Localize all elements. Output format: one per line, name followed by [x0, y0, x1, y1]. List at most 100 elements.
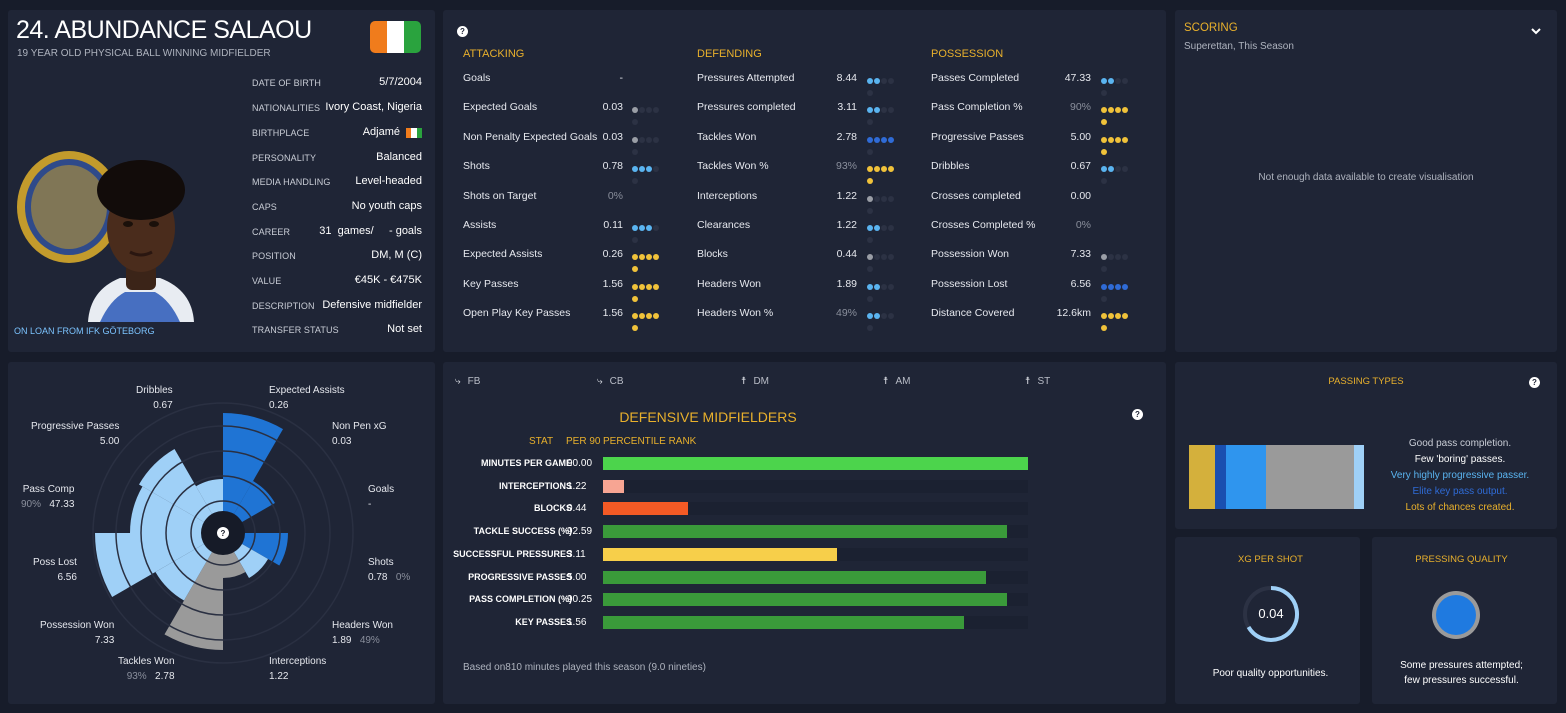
tab-am[interactable]: ☨ AM	[883, 376, 911, 387]
bar-label: BLOCKS	[534, 503, 572, 514]
passing-segment	[1353, 445, 1364, 509]
radial-label-expected-assists: Expected Assists 0.26	[269, 385, 345, 411]
player-name: 24. ABUNDANCE SALAOU	[16, 16, 312, 44]
stat-row: Distance Covered 12.6km	[931, 307, 1146, 332]
passing-note: Good pass completion.	[1408, 438, 1512, 449]
bar-label: MINUTES PER GAME	[480, 458, 572, 468]
bar-per90: 1.56	[567, 616, 587, 628]
scoring-title: SCORING	[1184, 22, 1238, 34]
rating-dots	[1101, 281, 1135, 302]
stat-row: Passes Completed 47.33	[931, 72, 1146, 96]
question-icon[interactable]: ?	[457, 26, 468, 37]
stat-row: Blocks 0.44	[697, 248, 912, 273]
stat-row: Assists 0.11	[463, 219, 678, 243]
bar-fill	[603, 593, 1007, 607]
detail-row: DESCRIPTION Defensive midfielder	[252, 299, 422, 311]
rating-dots	[1101, 163, 1135, 185]
radial-ring	[92, 402, 354, 664]
passing-notes: Good pass completion. Few 'boring' passe…	[1375, 436, 1545, 516]
rating-dots	[1101, 134, 1135, 155]
stat-row: Tackles Won % 93%	[697, 160, 912, 185]
rating-dots	[1101, 104, 1135, 126]
radial-wedge	[223, 413, 283, 533]
radial-label-pass-comp: Pass Comp 90% 47.33	[21, 484, 75, 510]
bar-per90: 1.22	[567, 480, 587, 492]
chevron-down-icon[interactable]	[1530, 24, 1542, 36]
question-icon[interactable]: ?	[1132, 409, 1143, 420]
bar-label: PROGRESSIVE PASSES	[468, 571, 572, 582]
radial-ring	[140, 450, 306, 616]
bar-label: KEY PASSES	[515, 616, 572, 627]
passing-note: Very highly progressive passer.	[1390, 470, 1530, 481]
rating-dots	[867, 310, 901, 332]
rating-dots	[867, 222, 901, 243]
stats-panel	[443, 10, 1166, 352]
bar-per90: 5.00	[567, 571, 587, 583]
pressing-title: PRESSING QUALITY	[1415, 554, 1508, 565]
bar-fill	[603, 479, 625, 493]
radial-label-headers-won: Headers Won 1.89 49%	[332, 620, 393, 646]
passing-types-title: PASSING TYPES	[1328, 376, 1404, 387]
detail-row: VALUE €45K - €475K	[252, 274, 422, 286]
bar-fill	[603, 570, 986, 584]
xg-caption: Poor quality opportunities.	[1212, 668, 1329, 679]
detail-row: PERSONALITY Balanced	[252, 151, 422, 163]
question-icon[interactable]: ?	[1529, 377, 1540, 388]
loan-status-link[interactable]: ON LOAN FROM IFK GÖTEBORG	[14, 326, 155, 336]
detail-row: BIRTHPLACE Adjamé	[252, 126, 422, 140]
tab-st[interactable]: ☨ ST	[1025, 376, 1051, 387]
tackle-icon: ⤷	[597, 376, 603, 387]
passing-segment	[1189, 445, 1216, 509]
rating-dots	[867, 193, 901, 214]
column-header-percentile: PERCENTILE RANK	[603, 436, 697, 447]
xg-value: 0.04	[1258, 606, 1284, 621]
stat-row: Interceptions 1.22	[697, 190, 912, 214]
bar-track	[603, 479, 1028, 493]
bar-fill	[603, 547, 837, 561]
stat-row: Shots on Target 0%	[463, 189, 623, 202]
bar-fill	[603, 502, 688, 516]
radial-label-dribbles: Dribbles 0.67	[136, 385, 173, 411]
passing-segment	[1266, 445, 1354, 509]
rating-dots	[632, 163, 666, 185]
rating-dots	[632, 310, 666, 332]
nation-flag-icon[interactable]	[370, 21, 421, 53]
stat-row: Headers Won % 49%	[697, 307, 912, 332]
radial-label-goals: Goals -	[368, 484, 395, 510]
question-icon[interactable]	[217, 527, 229, 539]
bar-label: PASS COMPLETION (%)	[469, 594, 572, 605]
rating-dots	[867, 134, 901, 155]
passing-segment	[1215, 445, 1226, 509]
bar-row: TACKLE SUCCESS (%) 92.59	[462, 525, 1042, 539]
detail-row: CAREER 31 games/ - goals	[252, 225, 422, 237]
defending-stats: Pressures Attempted 8.44 Pressures complet…	[697, 72, 912, 332]
defending-header: DEFENDING	[697, 48, 762, 60]
attacking-stats: Goals - Expected Goals 0.03 Non Penalty Expe…	[463, 72, 678, 332]
tab-cb[interactable]: ⤷ CB	[597, 376, 624, 387]
rating-dots	[867, 104, 901, 126]
radial-label-poss-lost: Poss Lost 6.56	[33, 557, 77, 583]
question-mark: ?	[221, 529, 226, 538]
stat-row: Dribbles 0.67	[931, 160, 1146, 185]
detail-row: DATE OF BIRTH 5/7/2004	[252, 76, 422, 88]
tab-fb[interactable]: ⤷ FB	[455, 376, 481, 387]
rating-dots	[867, 281, 901, 302]
radial-ring	[190, 500, 256, 566]
radial-label-progressive-passes: Progressive Passes 5.00	[31, 421, 120, 447]
detail-row: MEDIA HANDLING Level-headed	[252, 175, 422, 187]
stat-row: Headers Won 1.89	[697, 278, 912, 302]
stat-row: Key Passes 1.56	[463, 278, 678, 302]
radial-label-interceptions: Interceptions 1.22	[269, 656, 327, 682]
bar-row: KEY PASSES 1.56	[462, 615, 1042, 630]
chart-footer: Based on810 minutes played this season (…	[463, 662, 706, 673]
bar-track	[603, 502, 1028, 516]
rating-dots	[1101, 310, 1135, 332]
possession-header: POSSESSION	[931, 48, 1004, 60]
stat-row: Open Play Key Passes 1.56	[463, 307, 678, 332]
possession-stats: Passes Completed 47.33 Pass Completion % 90…	[931, 72, 1146, 332]
bar-fill	[603, 457, 1028, 470]
bar-fill	[603, 525, 1007, 539]
tab-dm[interactable]: ☨ DM	[741, 376, 770, 387]
radial-ring	[115, 425, 331, 641]
rating-dots	[867, 251, 901, 273]
